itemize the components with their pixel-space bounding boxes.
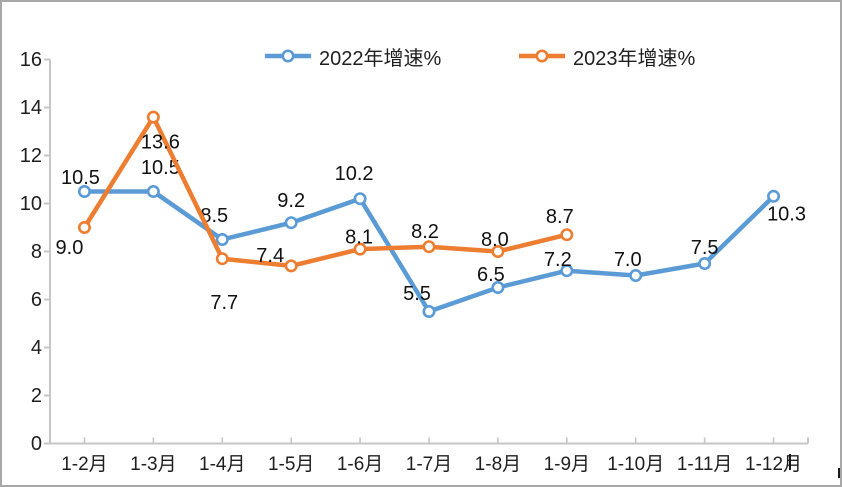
data-label: 9.0 (56, 237, 84, 259)
x-category-label: 1-12月 (745, 454, 802, 475)
legend-item-2022[interactable]: 2022年增速% (264, 43, 442, 70)
data-label: 7.5 (691, 237, 719, 259)
x-category-label: 1-11月 (677, 454, 733, 475)
data-point-marker (353, 192, 367, 206)
legend-line-marker-icon (519, 49, 565, 63)
chart-legend: 2022年增速% 2023年增速% (2, 43, 840, 70)
data-label: 6.5 (477, 264, 505, 286)
x-category-label: 1-6月 (337, 454, 383, 475)
data-label: 10.2 (335, 163, 374, 185)
y-tick-label: 14 (20, 97, 42, 119)
x-category-label: 1-9月 (544, 454, 590, 475)
y-tick-label: 12 (20, 145, 42, 167)
data-label: 5.5 (403, 283, 431, 305)
data-label: 10.5 (61, 167, 100, 189)
data-label: 13.6 (141, 131, 180, 153)
x-category-label: 1-5月 (268, 454, 314, 475)
text-caret (789, 454, 791, 470)
data-point-marker (215, 252, 229, 266)
data-point-marker (77, 185, 91, 199)
y-tick-label: 16 (20, 49, 42, 71)
legend-line-marker-icon (265, 49, 311, 63)
data-point-marker (560, 264, 574, 278)
data-point-marker (353, 242, 367, 256)
data-point-marker (698, 256, 712, 270)
series-line-2023年增速% (82, 114, 570, 269)
data-label: 10.5 (141, 157, 180, 179)
data-label: 8.2 (411, 221, 439, 243)
data-label: 8.7 (546, 206, 574, 228)
x-category-label: 1-4月 (199, 454, 245, 475)
data-label: 8.5 (200, 205, 228, 227)
data-point-marker (422, 240, 436, 254)
data-point-marker (422, 304, 436, 318)
data-label: 7.2 (544, 249, 572, 271)
data-point-marker (491, 245, 505, 259)
data-label: 7.7 (210, 292, 238, 314)
data-point-marker (629, 268, 643, 282)
data-point-marker (284, 216, 298, 230)
y-tick-label: 0 (31, 433, 42, 455)
data-point-marker (491, 280, 505, 294)
y-tick-label: 2 (31, 385, 42, 407)
x-category-label: 1-7月 (406, 454, 452, 475)
data-point-marker (146, 110, 160, 124)
data-point-marker (767, 189, 781, 203)
data-point-marker (284, 259, 298, 273)
data-label: 10.3 (767, 204, 806, 226)
y-tick-label: 10 (20, 193, 42, 215)
data-label: 8.0 (481, 229, 509, 251)
y-tick-label: 4 (31, 337, 42, 359)
data-label: 8.1 (345, 226, 373, 248)
legend-label-2022: 2022年增速% (319, 47, 442, 70)
legend-label-2023: 2023年增速% (573, 47, 696, 70)
data-label: 7.4 (256, 245, 284, 267)
x-category-label: 1-8月 (475, 454, 521, 475)
text-cursor-artifact (838, 468, 840, 478)
x-category-label: 1-3月 (130, 454, 176, 475)
y-tick-label: 6 (31, 289, 42, 311)
data-point-marker (77, 221, 91, 235)
data-point-marker (146, 185, 160, 199)
x-category-label: 1-2月 (61, 454, 107, 475)
x-category-label: 1-10月 (607, 454, 664, 475)
data-point-marker (215, 233, 229, 247)
y-tick-label: 8 (31, 241, 42, 263)
legend-item-2023[interactable]: 2023年增速% (518, 43, 696, 70)
data-point-marker (560, 228, 574, 242)
data-label: 7.0 (614, 249, 642, 271)
data-label: 9.2 (277, 190, 305, 212)
